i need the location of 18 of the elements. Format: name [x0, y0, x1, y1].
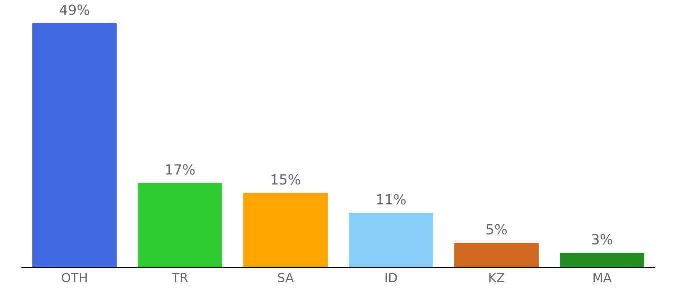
x-tick-label: MA [594, 273, 612, 282]
data-label: 5% [486, 224, 507, 235]
data-label: 3% [592, 234, 612, 245]
data-label: 15% [272, 174, 300, 185]
bar [244, 193, 328, 268]
data-label: 11% [377, 194, 406, 205]
bar [349, 213, 434, 268]
data-label: 17% [166, 164, 195, 175]
x-tick-label: TR [172, 273, 188, 282]
bar [560, 253, 644, 268]
data-label: 49% [60, 4, 90, 16]
x-tick-label: KZ [490, 273, 505, 282]
x-tick-label: OTH [62, 273, 87, 283]
bar [32, 24, 117, 268]
x-tick-label: ID [386, 273, 398, 282]
x-tick-label: SA [278, 273, 294, 283]
bar [138, 183, 222, 268]
bar [454, 243, 539, 268]
